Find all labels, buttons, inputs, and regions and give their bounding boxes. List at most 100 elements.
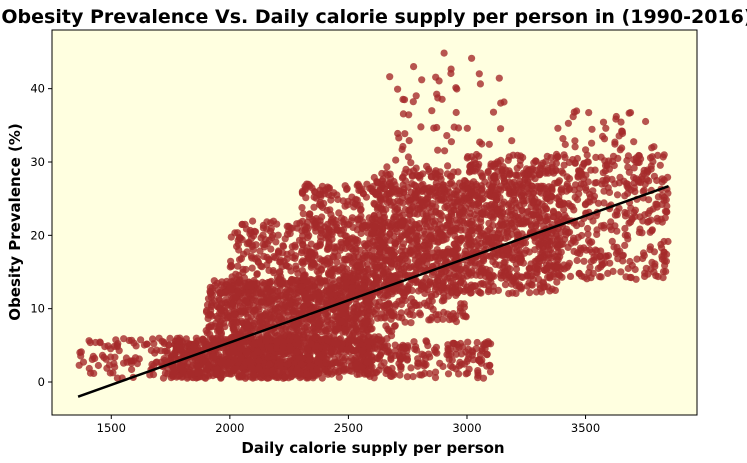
data-point	[369, 237, 377, 245]
data-point	[120, 359, 128, 367]
data-point	[327, 270, 335, 278]
data-point	[565, 228, 574, 236]
data-point	[611, 222, 619, 230]
data-point	[401, 318, 409, 326]
data-point	[291, 308, 300, 316]
data-point	[273, 338, 281, 346]
data-point	[397, 346, 405, 354]
data-point	[435, 288, 443, 296]
data-point	[218, 358, 227, 366]
data-point	[265, 256, 273, 264]
data-point	[167, 374, 175, 382]
data-point	[427, 290, 436, 299]
data-point	[346, 335, 354, 343]
data-point	[330, 265, 338, 273]
data-point	[438, 212, 446, 220]
data-point	[396, 356, 404, 364]
data-point	[323, 296, 331, 304]
data-point	[440, 296, 448, 304]
data-point	[518, 206, 526, 214]
data-point	[630, 164, 638, 172]
data-point	[587, 166, 595, 174]
data-point	[421, 216, 429, 224]
data-point	[621, 208, 629, 217]
data-point	[386, 170, 394, 178]
data-point	[432, 207, 440, 215]
data-point	[90, 369, 98, 377]
data-point	[209, 353, 217, 361]
data-point	[634, 176, 643, 184]
data-point	[274, 231, 282, 239]
data-point	[371, 369, 379, 377]
data-point	[298, 204, 306, 212]
data-point	[379, 302, 387, 311]
data-point	[210, 359, 218, 367]
data-point	[411, 345, 419, 353]
data-point	[474, 369, 482, 377]
data-point	[261, 302, 269, 310]
data-point	[355, 182, 363, 190]
data-point	[360, 221, 368, 230]
data-point	[606, 259, 614, 267]
data-point	[548, 167, 556, 175]
data-point	[265, 360, 273, 368]
data-point	[360, 240, 368, 248]
data-point	[229, 300, 237, 308]
data-point	[518, 196, 527, 204]
data-point	[232, 294, 240, 302]
data-point	[623, 156, 631, 165]
data-point	[445, 351, 453, 359]
data-point	[483, 351, 491, 359]
data-point	[463, 369, 472, 377]
data-point	[545, 245, 553, 253]
data-point	[236, 330, 245, 338]
data-point	[630, 209, 638, 217]
data-point	[299, 303, 308, 311]
data-point	[253, 270, 261, 279]
data-point	[243, 327, 251, 335]
data-point	[645, 217, 653, 225]
data-point	[442, 267, 450, 275]
data-point	[341, 354, 349, 362]
data-point	[646, 207, 654, 215]
data-point	[443, 132, 451, 140]
data-point	[192, 334, 200, 342]
data-point	[477, 210, 485, 218]
data-point	[435, 311, 443, 319]
data-point	[255, 364, 263, 372]
data-point	[446, 362, 455, 370]
data-point	[472, 345, 480, 353]
data-point	[442, 221, 450, 229]
data-point	[322, 343, 330, 351]
data-point	[560, 161, 568, 169]
data-point	[432, 179, 440, 187]
data-point	[399, 211, 407, 219]
data-point	[484, 167, 492, 175]
data-point	[459, 343, 467, 351]
data-point	[664, 173, 672, 181]
data-point	[553, 256, 561, 264]
data-point	[422, 195, 430, 204]
data-point	[238, 317, 246, 325]
data-point	[227, 288, 236, 296]
data-point	[173, 372, 181, 380]
data-point	[153, 358, 161, 366]
data-point	[186, 369, 195, 377]
data-point	[230, 348, 238, 356]
data-point	[475, 224, 483, 233]
data-point	[589, 269, 597, 277]
data-point	[236, 302, 244, 310]
data-point	[439, 315, 447, 323]
data-point	[149, 335, 157, 343]
data-point	[499, 252, 507, 260]
data-point	[177, 362, 185, 370]
data-point	[375, 202, 383, 210]
data-point	[529, 171, 538, 179]
data-point	[324, 245, 332, 253]
data-point	[543, 195, 552, 203]
data-point	[146, 371, 154, 379]
data-point	[369, 187, 377, 195]
data-point	[516, 180, 524, 188]
data-point	[451, 232, 459, 240]
data-point	[249, 217, 257, 225]
